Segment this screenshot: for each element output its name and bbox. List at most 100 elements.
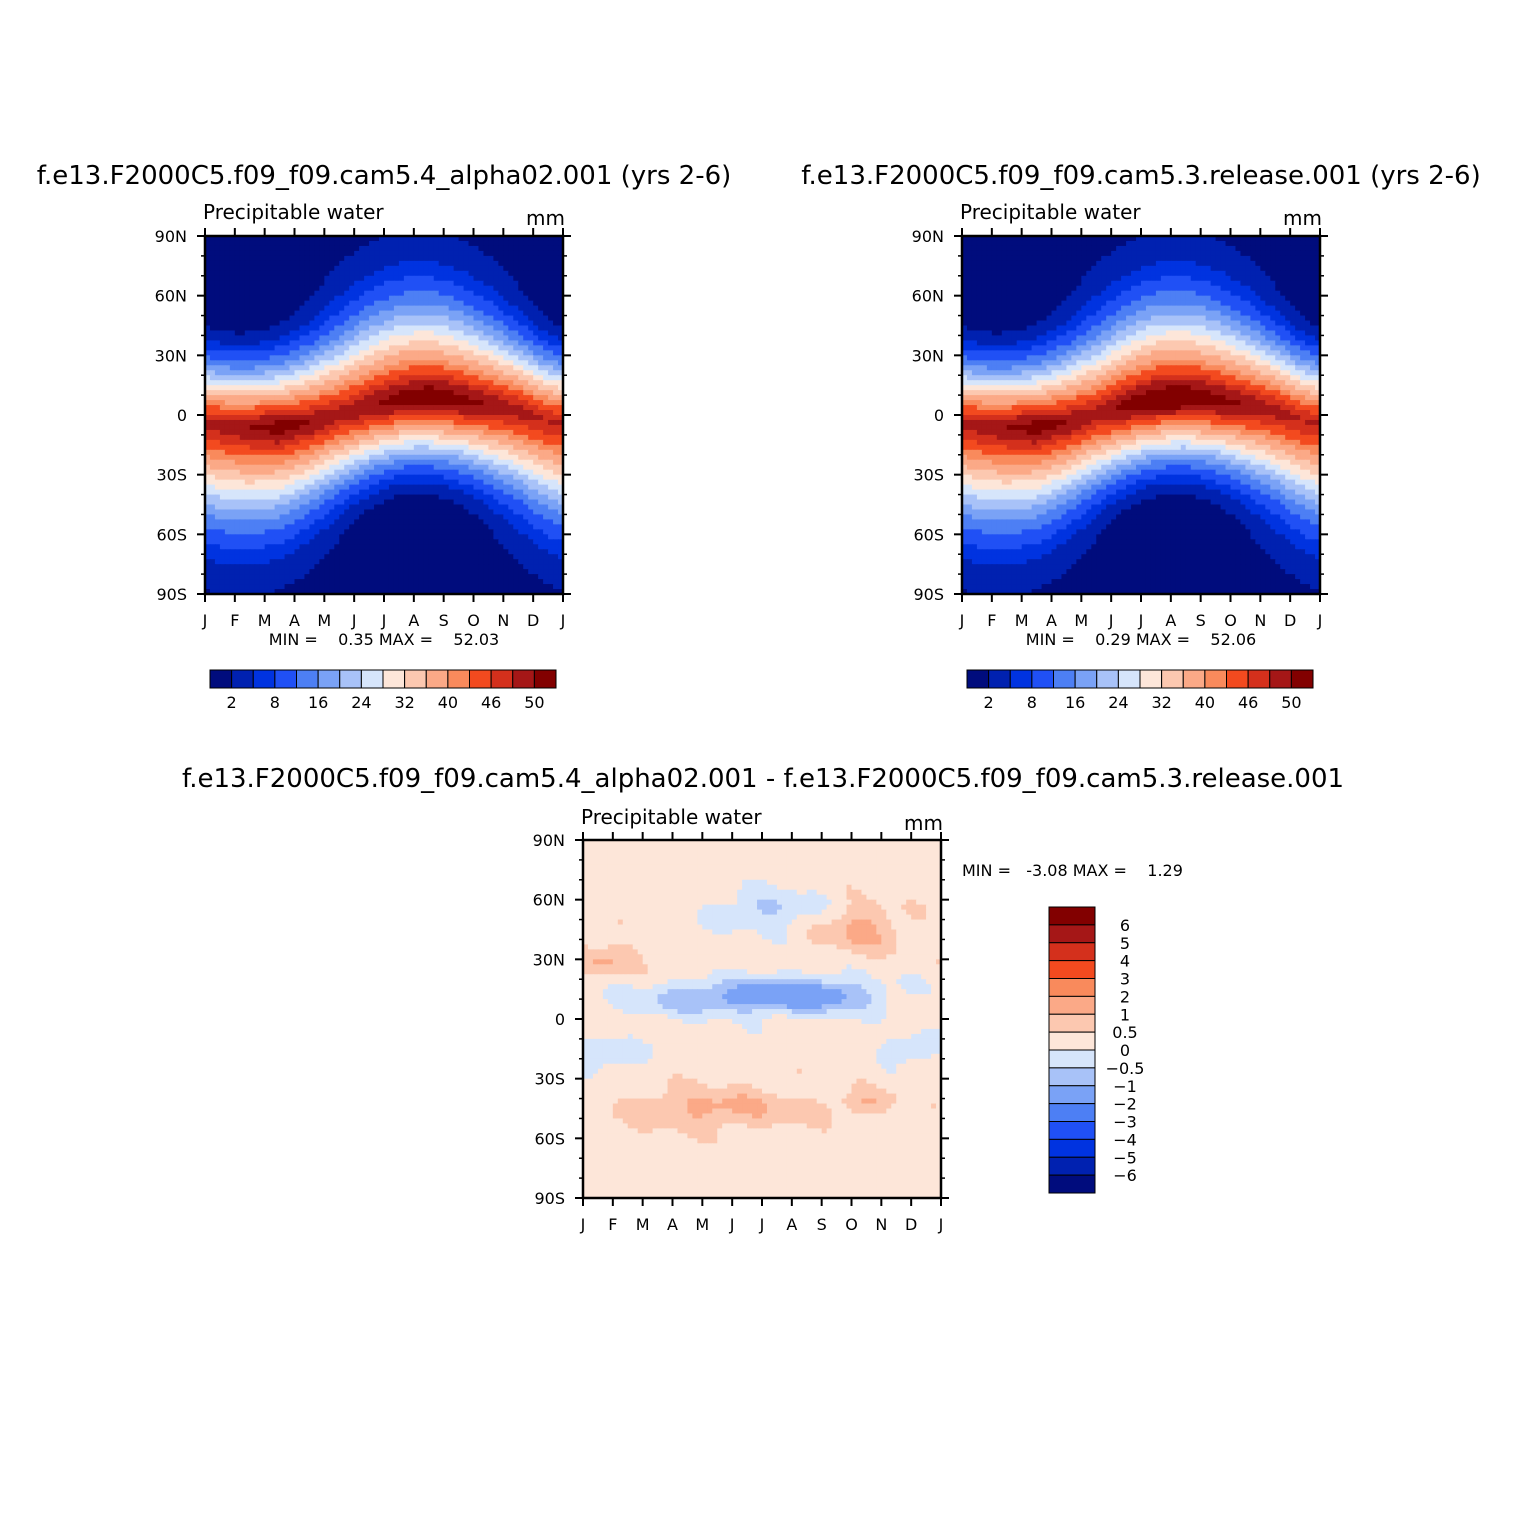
panel-1-field-cell [478, 444, 485, 451]
panel-1-field-cell [324, 285, 330, 292]
panel-1-field-cell [249, 255, 256, 262]
panel-1-field-cell [473, 419, 480, 426]
panel-1-field-cell [478, 320, 485, 327]
panel-1-field-cell [244, 310, 251, 317]
panel-1-field-cell [538, 335, 544, 342]
panel-1-field-cell [359, 544, 365, 550]
panel-1-field-cell [463, 539, 470, 545]
panel-1-field-cell [259, 549, 266, 555]
panel-1-field-cell [359, 245, 365, 252]
panel-1-field-cell [374, 300, 380, 307]
panel-1-field-cell [254, 355, 261, 361]
panel-1-field-cell [418, 524, 425, 530]
panel-1-field-cell [388, 250, 395, 257]
panel-1-field-cell [493, 519, 499, 525]
panel-1-field-cell [503, 569, 509, 575]
panel-1-field-cell [205, 265, 211, 272]
panel-1-field-cell [214, 300, 221, 307]
panel-1-field-cell [548, 285, 554, 292]
panel-1-field-cell [289, 280, 296, 287]
panel-1-field-cell [433, 340, 440, 346]
panel-1-field-cell [334, 265, 340, 272]
panel-1-field-cell [558, 549, 563, 555]
panel-1-field-cell [518, 424, 524, 431]
panel-1-field-cell [558, 544, 563, 550]
panel-1-field-cell [214, 320, 221, 327]
panel-1-field-cell [398, 240, 405, 247]
panel-1-field-cell [538, 310, 544, 317]
panel-1-field-cell [289, 544, 296, 550]
panel-1-field-cell [483, 395, 490, 401]
panel-1-field-cell [408, 300, 415, 307]
panel-1-field-cell [393, 290, 400, 297]
panel-1-field-cell [488, 479, 494, 486]
panel-1-field-cell [359, 464, 365, 471]
panel-1-field-cell [354, 315, 360, 322]
panel-1-field-cell [324, 315, 330, 322]
panel-1-field-cell [508, 504, 514, 511]
panel-1-field-cell [533, 499, 539, 506]
panel-1-field-cell [249, 419, 256, 426]
panel-1-field-cell [274, 415, 281, 421]
panel-1-field-cell [384, 385, 390, 391]
panel-1-field-cell [239, 395, 246, 401]
panel-1-field-cell [259, 400, 266, 406]
panel-1-field-cell [339, 315, 345, 322]
panel-1-field-cell [244, 275, 251, 282]
panel-1-field-cell [448, 504, 455, 511]
panel-1-field-cell [309, 365, 315, 371]
panel-1-field-cell [413, 479, 420, 486]
panel-1-field-cell [553, 285, 559, 292]
panel-1-field-cell [334, 484, 340, 491]
panel-1-field-cell [468, 524, 475, 530]
panel-1-field-cell [239, 236, 246, 242]
panel-1-field-cell [254, 320, 261, 327]
panel-1-field-cell [274, 245, 281, 252]
panel-1-field-cell [359, 449, 365, 456]
panel-1-field-cell [314, 380, 320, 386]
panel-1-field-cell [329, 509, 335, 516]
panel-1-field-cell [334, 469, 340, 476]
panel-1-field-cell [518, 514, 524, 521]
panel-1-field-cell [493, 250, 499, 257]
panel-1-field-cell [483, 275, 490, 282]
panel-1-field-cell [468, 280, 475, 287]
panel-1-field-cell [344, 265, 350, 272]
panel-1-field-cell [413, 315, 420, 322]
panel-1-field-cell [523, 265, 529, 272]
panel-1-field-cell [453, 290, 460, 297]
panel-1-field-cell [523, 345, 529, 351]
panel-1-field-cell [523, 574, 529, 580]
panel-1-field-cell [388, 395, 395, 401]
panel-1-field-cell [478, 429, 485, 436]
panel-1-field-cell [329, 285, 335, 292]
panel-1-field-cell [463, 519, 470, 525]
panel-1-field-cell [324, 280, 330, 287]
panel-1-field-cell [314, 534, 320, 540]
panel-1-field-cell [384, 395, 390, 401]
panel-1-field-cell [458, 255, 465, 262]
panel-1-field-cell [553, 559, 559, 565]
panel-1-field-cell [329, 519, 335, 525]
panel-1-field-cell [523, 554, 529, 560]
panel-1-field-cell [224, 280, 231, 287]
panel-1-field-cell [453, 499, 460, 506]
panel-1-field-cell [418, 340, 425, 346]
panel-1-field-cell [413, 250, 420, 257]
panel-1-field-cell [264, 260, 271, 267]
panel-1-field-cell [508, 559, 514, 565]
panel-1-field-cell [269, 444, 276, 451]
panel-1-field-cell [384, 484, 390, 491]
panel-1-field-cell [374, 390, 380, 396]
panel-1-field-cell [408, 564, 415, 570]
panel-1-field-cell [339, 285, 345, 292]
panel-1-field-cell [483, 564, 490, 570]
panel-1-field-cell [503, 320, 509, 327]
panel-1-field-cell [334, 315, 340, 322]
panel-1-field-cell [384, 489, 390, 496]
panel-1-field-cell [433, 255, 440, 262]
panel-1-field-cell [433, 295, 440, 302]
panel-1-field-cell [413, 569, 420, 575]
panel-1-field-cell [384, 454, 390, 461]
panel-1-field-cell [339, 415, 345, 421]
